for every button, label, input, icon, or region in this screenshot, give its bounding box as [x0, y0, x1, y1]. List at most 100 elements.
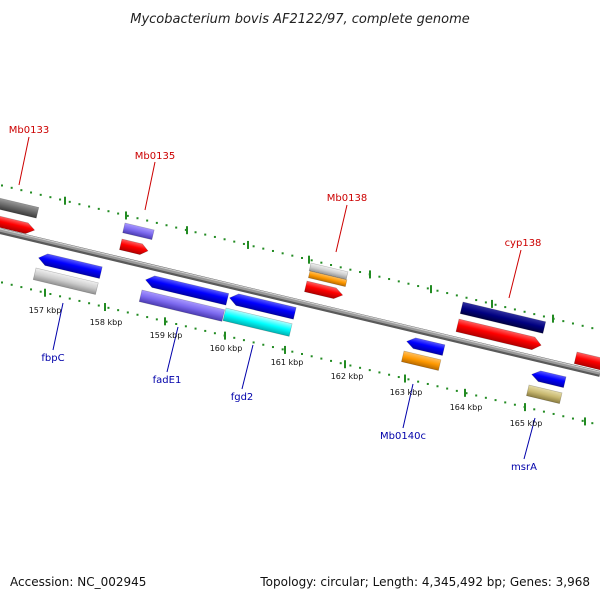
- guide-dot: [426, 287, 429, 290]
- guide-dot: [107, 210, 110, 213]
- guide-dot: [126, 214, 129, 217]
- guide-dot: [446, 387, 449, 390]
- guide-dot: [242, 339, 245, 342]
- guide-dot: [436, 385, 439, 388]
- guide-dot: [465, 296, 468, 299]
- guide-dot: [533, 313, 536, 316]
- guide-dot: [359, 271, 362, 274]
- guide-dot: [107, 306, 110, 309]
- guide-dot: [242, 242, 245, 245]
- guide-dot: [359, 366, 362, 369]
- guide-dot: [68, 200, 71, 203]
- tick-label: 161 kbp: [271, 358, 304, 367]
- feature-mb0133-upper[interactable]: [0, 196, 40, 219]
- feature-fade1-purple[interactable]: [138, 289, 226, 322]
- guide-dot: [562, 320, 565, 323]
- feature-fgd2-cyan[interactable]: [222, 307, 293, 337]
- tick-label: 159 kbp: [150, 331, 183, 340]
- feature-fgd2-gene[interactable]: [228, 292, 297, 320]
- gene-label-fgd2[interactable]: fgd2: [231, 392, 254, 403]
- guide-dot: [184, 325, 187, 328]
- gene-label-mb0140c[interactable]: Mb0140c: [380, 431, 426, 442]
- feature-mb0140c-orange[interactable]: [401, 350, 442, 371]
- guide-dot: [513, 308, 516, 311]
- guide-dot: [542, 410, 545, 413]
- guide-dot: [339, 266, 342, 269]
- guide-dot: [417, 285, 420, 288]
- feature-fbpc-gray[interactable]: [32, 267, 99, 295]
- guide-dot: [436, 289, 439, 292]
- guide-dot: [562, 415, 565, 418]
- leader-mb0138: [335, 204, 348, 253]
- guide-dot: [165, 224, 168, 227]
- feature-mb0138-cds[interactable]: [304, 280, 344, 301]
- guide-dot: [504, 306, 507, 309]
- guide-dot: [407, 378, 410, 381]
- gene-label-fbpc[interactable]: fbpC: [41, 353, 64, 364]
- guide-dot: [368, 369, 371, 372]
- genome-summary-text: Topology: circular; Length: 4,345,492 bp…: [259, 575, 590, 589]
- guide-dot: [10, 283, 13, 286]
- feature-mb0138-gray[interactable]: [308, 262, 349, 280]
- feature-fbpc-gene[interactable]: [37, 252, 103, 279]
- guide-dot: [417, 380, 420, 383]
- feature-mb0133-cds[interactable]: [0, 214, 36, 235]
- gene-label-msra[interactable]: msrA: [511, 462, 537, 473]
- feature-cyp138-cds[interactable]: [455, 318, 543, 352]
- guide-dot: [378, 275, 381, 278]
- guide-dot: [136, 313, 139, 316]
- guide-dot: [223, 238, 226, 241]
- gene-label-mb0138[interactable]: Mb0138: [327, 193, 367, 204]
- feature-msra-khaki[interactable]: [526, 384, 563, 404]
- tick-label: 165 kbp: [510, 419, 543, 428]
- guide-dot: [59, 295, 62, 298]
- guide-dot: [301, 256, 303, 259]
- guide-dot: [1, 281, 3, 284]
- guide-dot: [455, 294, 458, 297]
- feature-fade1-gene[interactable]: [144, 274, 230, 306]
- guide-dot: [30, 288, 33, 291]
- gene-labels: Mb0133 Mb0135 Mb0138 cyp138 fbpC fadE1 f…: [9, 125, 542, 473]
- gene-label-fade1[interactable]: fadE1: [153, 375, 182, 386]
- gene-label-cyp138[interactable]: cyp138: [505, 238, 542, 249]
- guide-dot: [88, 302, 91, 305]
- guide-dot: [291, 254, 294, 257]
- leader-mb0140c: [402, 383, 414, 429]
- guide-dot: [475, 394, 478, 397]
- feature-mb0135-upper[interactable]: [122, 222, 155, 241]
- guide-dot: [30, 191, 33, 194]
- guide-dot: [523, 310, 526, 313]
- guide-dot: [484, 396, 487, 399]
- guide-dot: [204, 233, 207, 236]
- feature-mb0135-cds[interactable]: [119, 238, 149, 256]
- guide-dot: [39, 290, 42, 293]
- guide-dot: [20, 286, 23, 289]
- leader-fade1: [166, 326, 179, 373]
- guide-dot: [78, 203, 81, 206]
- gene-label-mb0133[interactable]: Mb0133: [9, 125, 49, 136]
- guide-dot: [233, 336, 236, 339]
- guide-dot: [146, 219, 149, 222]
- leader-fgd2: [241, 344, 254, 390]
- guide-dot: [136, 217, 139, 220]
- guide-dot: [213, 235, 216, 238]
- feature-cyp138-navy[interactable]: [459, 301, 547, 334]
- guide-dot: [484, 301, 487, 304]
- feature-mb0138-orange[interactable]: [308, 270, 348, 287]
- guide-dot: [330, 263, 333, 266]
- guide-dot: [339, 362, 342, 365]
- leader-mb0133: [18, 136, 30, 186]
- tick-label: 157 kbp: [29, 306, 62, 315]
- guide-dot: [271, 249, 274, 252]
- guide-dot: [271, 346, 274, 349]
- tick-label: 160 kbp: [210, 344, 243, 353]
- gene-label-mb0135[interactable]: Mb0135: [135, 151, 175, 162]
- feature-mb0140c-gene[interactable]: [405, 336, 446, 356]
- guide-dot: [301, 352, 303, 355]
- guide-dot: [204, 329, 207, 332]
- tick-label: 164 kbp: [450, 403, 483, 412]
- feature-msra-gene[interactable]: [530, 369, 567, 388]
- guide-dot: [39, 193, 42, 196]
- feature-next-cds[interactable]: [573, 351, 600, 374]
- guide-dot: [310, 259, 313, 262]
